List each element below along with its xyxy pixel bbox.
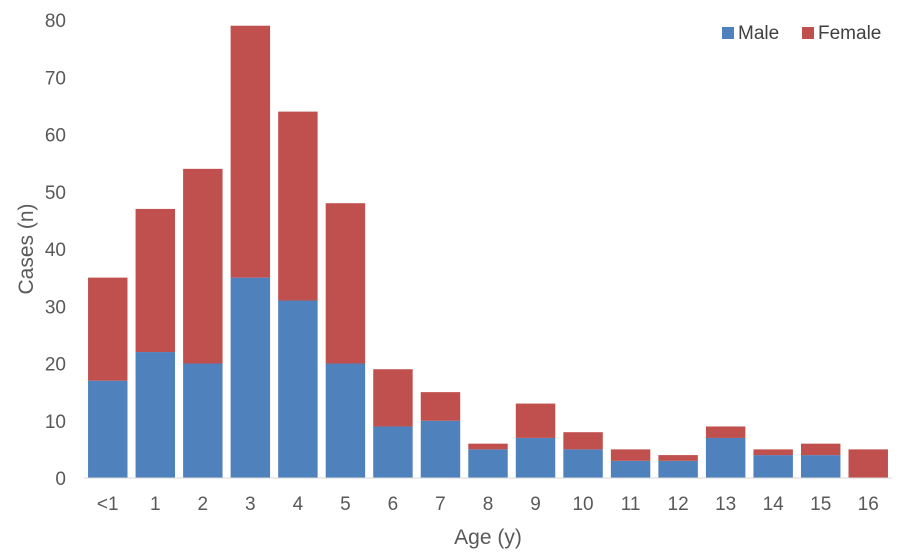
legend-swatch-female xyxy=(802,27,814,39)
bar-male xyxy=(658,460,698,478)
bar-male xyxy=(468,449,508,479)
x-tick-label: 4 xyxy=(293,494,304,515)
legend: Male Female xyxy=(722,23,881,44)
x-tick-label: 6 xyxy=(388,494,399,515)
bar-male xyxy=(373,426,413,478)
bar-female xyxy=(420,392,461,421)
x-tick-label: 5 xyxy=(340,494,351,515)
y-tick-label: 40 xyxy=(45,240,66,261)
bar-male xyxy=(325,363,366,478)
bar-male xyxy=(800,455,841,478)
x-tick-label: 9 xyxy=(530,494,541,515)
bar-female xyxy=(610,449,651,461)
legend-swatch-male xyxy=(722,27,734,39)
y-tick-label: 60 xyxy=(45,126,66,147)
x-tick-label: 8 xyxy=(483,494,494,515)
bar-male xyxy=(705,437,746,478)
bar-male xyxy=(135,352,176,478)
bar-female xyxy=(325,203,366,364)
x-tick-label: <1 xyxy=(97,494,119,515)
x-tick-label: 3 xyxy=(245,494,256,515)
legend-label-male: Male xyxy=(738,23,779,44)
x-tick-label: 10 xyxy=(572,494,593,515)
x-tick-label: 16 xyxy=(858,494,879,515)
y-tick-label: 20 xyxy=(45,355,66,376)
bar-female xyxy=(658,455,698,461)
bar-male xyxy=(88,380,128,478)
y-tick-label: 70 xyxy=(45,68,66,89)
x-tick-label: 7 xyxy=(435,494,446,515)
bar-male xyxy=(183,363,223,478)
bars xyxy=(88,25,888,479)
bar-female xyxy=(848,449,888,479)
x-tick-label: 1 xyxy=(150,494,161,515)
bar-female xyxy=(183,168,223,364)
bar-female xyxy=(800,443,841,456)
y-axis-ticks: 0 10 20 30 40 50 60 70 80 xyxy=(45,11,66,490)
bar-male xyxy=(563,449,603,479)
x-axis-ticks: <1 1 2 3 4 5 6 7 8 9 10 11 12 13 14 15 16 xyxy=(97,494,879,515)
bar-male xyxy=(230,277,271,479)
y-tick-label: 30 xyxy=(45,297,66,318)
y-tick-label: 0 xyxy=(55,469,66,490)
x-tick-label: 14 xyxy=(763,494,785,515)
bar-male xyxy=(753,455,793,478)
x-axis-title: Age (y) xyxy=(454,526,522,549)
x-tick-label: 12 xyxy=(668,494,689,515)
y-axis-title: Cases (n) xyxy=(15,203,38,294)
x-tick-label: 2 xyxy=(198,494,209,515)
x-tick-label: 11 xyxy=(621,494,641,515)
bar-female xyxy=(705,426,746,438)
bar-female xyxy=(468,443,508,450)
bar-male xyxy=(515,437,556,478)
bar-female xyxy=(135,208,176,353)
bar-male xyxy=(278,300,318,478)
bar-female xyxy=(373,369,413,427)
bar-female xyxy=(230,25,271,278)
y-tick-label: 80 xyxy=(45,11,66,32)
bar-female xyxy=(563,432,603,450)
bar-male xyxy=(610,460,651,478)
legend-label-female: Female xyxy=(818,23,881,44)
bar-female xyxy=(278,111,318,301)
y-tick-label: 10 xyxy=(45,412,66,433)
bar-female xyxy=(753,449,793,456)
x-tick-label: 15 xyxy=(810,494,831,515)
y-tick-label: 50 xyxy=(45,183,66,204)
bar-male xyxy=(420,420,461,478)
x-tick-label: 13 xyxy=(715,494,736,515)
bar-female xyxy=(515,403,556,438)
bar-female xyxy=(88,277,128,381)
